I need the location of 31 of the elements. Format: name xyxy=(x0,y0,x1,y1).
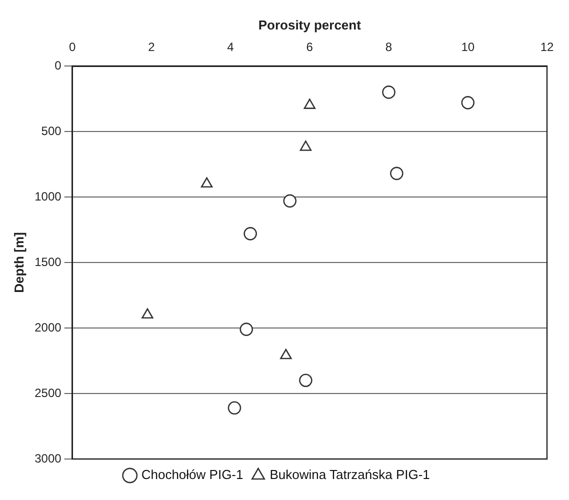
y-tick-label: 1000 xyxy=(34,189,62,204)
point xyxy=(304,98,316,109)
y-tick-label: 2500 xyxy=(34,386,62,400)
y-tick-label: 1500 xyxy=(34,254,62,269)
point xyxy=(200,177,213,188)
x-tick-label: 2 xyxy=(148,40,156,54)
x-tick-label: 12 xyxy=(540,40,554,54)
point xyxy=(299,374,312,388)
x-tick-label: 0 xyxy=(68,40,76,54)
legend-label: Bukowina Tatrzańska PIG-1 xyxy=(270,467,430,482)
point xyxy=(461,96,475,110)
point xyxy=(390,166,404,180)
y-tick-label: 2000 xyxy=(34,320,62,334)
point xyxy=(228,401,242,415)
point xyxy=(280,348,292,360)
legend-label: Chochołów PIG-1 xyxy=(141,467,244,482)
point xyxy=(382,86,396,99)
point xyxy=(283,194,297,208)
x-axis-title: Porosity percent xyxy=(258,17,362,32)
x-tick-label: 10 xyxy=(461,40,475,54)
point xyxy=(240,322,254,336)
y-tick-label: 500 xyxy=(41,124,62,138)
x-tick-label: 6 xyxy=(306,40,314,54)
y-axis-title: Depth [m] xyxy=(11,232,26,293)
point xyxy=(142,308,154,319)
x-tick-label: 4 xyxy=(227,40,234,54)
point xyxy=(300,140,312,151)
y-tick-label: 3000 xyxy=(34,451,62,466)
point xyxy=(244,227,257,240)
y-tick-label: 0 xyxy=(54,58,62,72)
x-tick-label: 8 xyxy=(385,40,392,54)
